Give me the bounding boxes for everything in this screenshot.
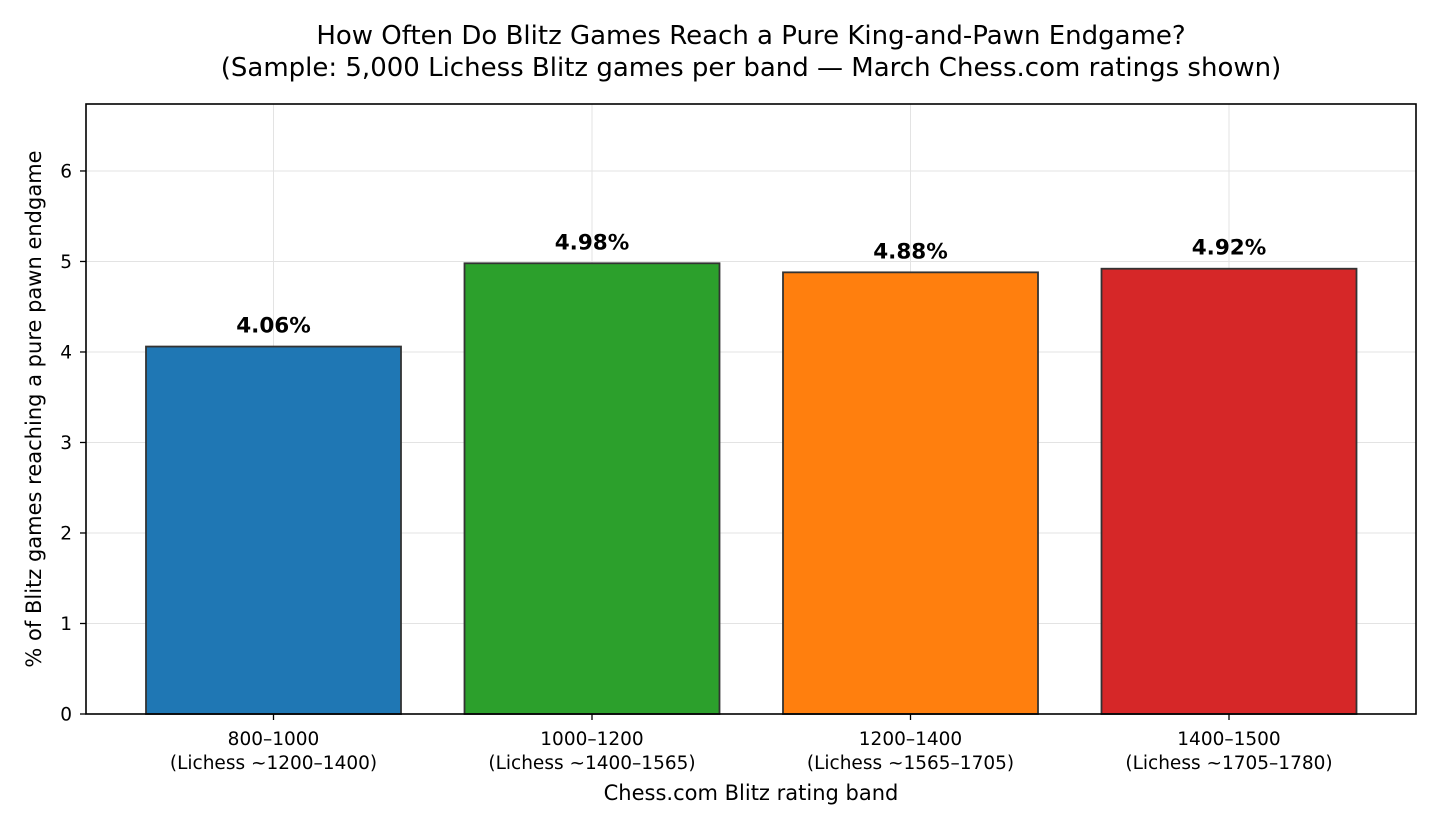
y-tick-label: 4 (60, 342, 72, 363)
y-axis-label: % of Blitz games reaching a pure pawn en… (22, 150, 46, 667)
y-tick-label: 1 (60, 614, 72, 635)
x-tick-label: 1200–1400 (859, 729, 962, 750)
y-tick-label: 0 (60, 705, 72, 726)
y-axis: 0 1 2 3 4 5 6 (60, 161, 86, 726)
x-tick-sublabel: (Lichess ~1200–1400) (170, 753, 377, 774)
bar-value-label: 4.88% (873, 239, 948, 264)
x-tick-sublabel: (Lichess ~1565–1705) (807, 753, 1014, 774)
data-labels: 4.06% 4.98% 4.88% 4.92% (236, 230, 1266, 338)
x-tick-label: 1400–1500 (1177, 729, 1280, 750)
y-tick-label: 6 (60, 161, 72, 182)
bar-1 (145, 345, 402, 715)
bars (145, 262, 1358, 715)
y-tick-label: 5 (60, 252, 72, 273)
bar-3 (782, 271, 1039, 715)
bar-2 (463, 262, 721, 715)
chart-title: How Often Do Blitz Games Reach a Pure Ki… (316, 21, 1185, 51)
bar-4 (1100, 267, 1358, 715)
bar-value-label: 4.98% (555, 230, 630, 255)
x-axis-label: Chess.com Blitz rating band (604, 781, 899, 805)
x-tick-sublabel: (Lichess ~1400–1565) (488, 753, 695, 774)
y-tick-label: 2 (60, 523, 72, 544)
x-tick-label: 800–1000 (228, 729, 320, 750)
y-tick-label: 3 (60, 433, 72, 454)
x-axis: 800–1000 (Lichess ~1200–1400) 1000–1200 (Li… (170, 714, 1333, 774)
plot-frame (85, 103, 1417, 715)
bar-value-label: 4.92% (1192, 236, 1267, 261)
x-tick-label: 1000–1200 (540, 729, 643, 750)
chart-subtitle: (Sample: 5,000 Lichess Blitz games per b… (221, 53, 1282, 83)
x-tick-sublabel: (Lichess ~1705–1780) (1125, 753, 1332, 774)
bar-value-label: 4.06% (236, 314, 311, 339)
